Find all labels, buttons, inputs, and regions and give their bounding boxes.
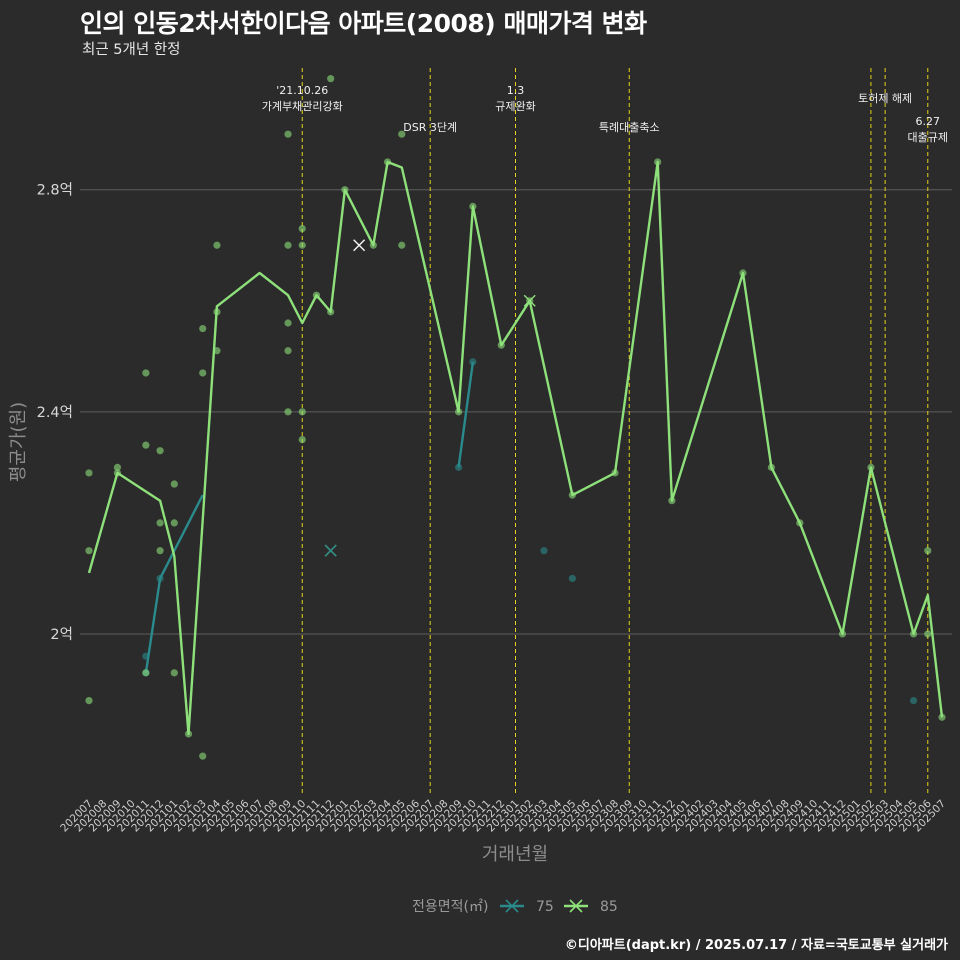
chart-title: 인의 인동2차서한이다음 아파트(2008) 매매가격 변화 xyxy=(80,9,647,38)
data-point-85 xyxy=(184,730,193,738)
data-point-85 xyxy=(142,369,150,377)
data-point-85 xyxy=(113,463,122,471)
legend: 전용면적(㎡) 75 85 xyxy=(412,899,618,915)
data-point-85 xyxy=(85,696,93,705)
data-point-85 xyxy=(284,241,292,249)
data-point-85 xyxy=(838,630,847,638)
data-point-75 xyxy=(568,574,576,583)
y-axis: 2억 2.4억 2.8억 xyxy=(37,182,73,643)
legend-label-75: 75 xyxy=(536,899,554,915)
data-points xyxy=(85,75,946,760)
data-point-85 xyxy=(327,75,335,83)
data-point-75 xyxy=(909,696,918,705)
data-point-75 xyxy=(455,463,463,471)
series-line-75 xyxy=(457,361,475,468)
event-label: '21.10.26 xyxy=(276,84,328,97)
data-point-85 xyxy=(654,158,662,166)
data-point-85 xyxy=(284,347,292,355)
event-label: 6.27 xyxy=(916,115,941,128)
data-point-85 xyxy=(170,519,178,527)
data-point-85 xyxy=(739,269,747,277)
data-point-75 xyxy=(469,358,477,366)
data-point-85 xyxy=(298,436,306,444)
data-point-85 xyxy=(156,547,164,555)
data-point-85 xyxy=(455,408,463,416)
data-point-85 xyxy=(213,241,221,249)
event-label: 대출규제 xyxy=(908,131,948,144)
data-point-85 xyxy=(199,324,207,333)
data-point-85 xyxy=(298,224,306,233)
data-point-85 xyxy=(213,347,221,355)
data-point-85 xyxy=(327,308,335,316)
data-point-85 xyxy=(497,341,505,349)
data-point-85 xyxy=(213,308,221,316)
data-point-85 xyxy=(369,241,377,249)
data-point-85 xyxy=(156,447,164,455)
x-marker xyxy=(523,294,536,307)
y-tick-label: 2.4억 xyxy=(37,404,73,421)
event-label: 1.3 xyxy=(507,84,525,97)
data-point-75 xyxy=(142,652,150,660)
x-marker xyxy=(324,544,337,557)
data-point-85 xyxy=(284,408,292,416)
event-label: DSR 3단계 xyxy=(403,121,457,134)
data-point-75 xyxy=(540,547,548,555)
y-tick-label: 2.8억 xyxy=(37,182,73,199)
data-point-85 xyxy=(398,241,406,249)
x-marker xyxy=(353,239,366,252)
legend-title: 전용면적(㎡) xyxy=(412,899,488,915)
x-axis-title: 거래년월 xyxy=(482,844,548,865)
data-point-85 xyxy=(383,158,392,166)
data-point-85 xyxy=(170,669,178,677)
event-label: 토허제 해제 xyxy=(858,91,912,105)
data-point-85 xyxy=(284,319,292,327)
x-axis: 2020072020082020092020102020112020122021… xyxy=(58,797,948,834)
data-point-85 xyxy=(113,469,122,477)
data-point-85 xyxy=(796,519,804,527)
data-point-85 xyxy=(668,497,676,505)
data-point-85 xyxy=(938,713,946,721)
data-point-85 xyxy=(85,547,93,555)
data-point-85 xyxy=(85,469,93,477)
y-axis-title: 평균가(원) xyxy=(8,402,29,482)
data-point-85 xyxy=(142,669,150,677)
data-point-85 xyxy=(909,630,918,638)
x-marker-stroke xyxy=(324,544,337,557)
data-point-85 xyxy=(312,291,321,299)
legend-swatch-mark xyxy=(505,899,519,913)
data-point-85 xyxy=(341,186,349,194)
data-point-85 xyxy=(142,441,150,449)
event-label: 규제완화 xyxy=(495,100,535,113)
data-point-75 xyxy=(156,574,164,583)
data-point-85 xyxy=(611,469,619,477)
data-point-85 xyxy=(298,408,306,416)
data-point-85 xyxy=(199,752,207,760)
event-label: 특례대출축소 xyxy=(599,121,660,134)
source-caption: ©디아파트(dapt.kr) / 2025.07.17 / 자료=국토교통부 실… xyxy=(564,938,948,953)
event-label: 가계부채관리강화 xyxy=(262,100,343,113)
x-marker-stroke xyxy=(353,239,366,252)
data-point-85 xyxy=(298,241,306,249)
data-point-85 xyxy=(284,130,292,138)
y-tick-label: 2억 xyxy=(50,626,73,643)
event-lines xyxy=(301,68,929,795)
data-point-85 xyxy=(767,463,776,471)
data-point-85 xyxy=(924,547,932,555)
data-point-85 xyxy=(924,630,932,638)
data-point-85 xyxy=(469,202,477,210)
data-point-85 xyxy=(156,519,164,527)
data-point-85 xyxy=(867,463,875,471)
data-point-85 xyxy=(398,130,406,138)
legend-label-85: 85 xyxy=(600,899,618,915)
legend-swatch-mark xyxy=(569,899,583,913)
data-point-85 xyxy=(568,491,576,499)
x-marker-stroke xyxy=(523,294,536,307)
chart-subtitle: 최근 5개년 한정 xyxy=(82,42,181,58)
data-point-85 xyxy=(199,369,207,377)
data-point-85 xyxy=(170,480,178,488)
